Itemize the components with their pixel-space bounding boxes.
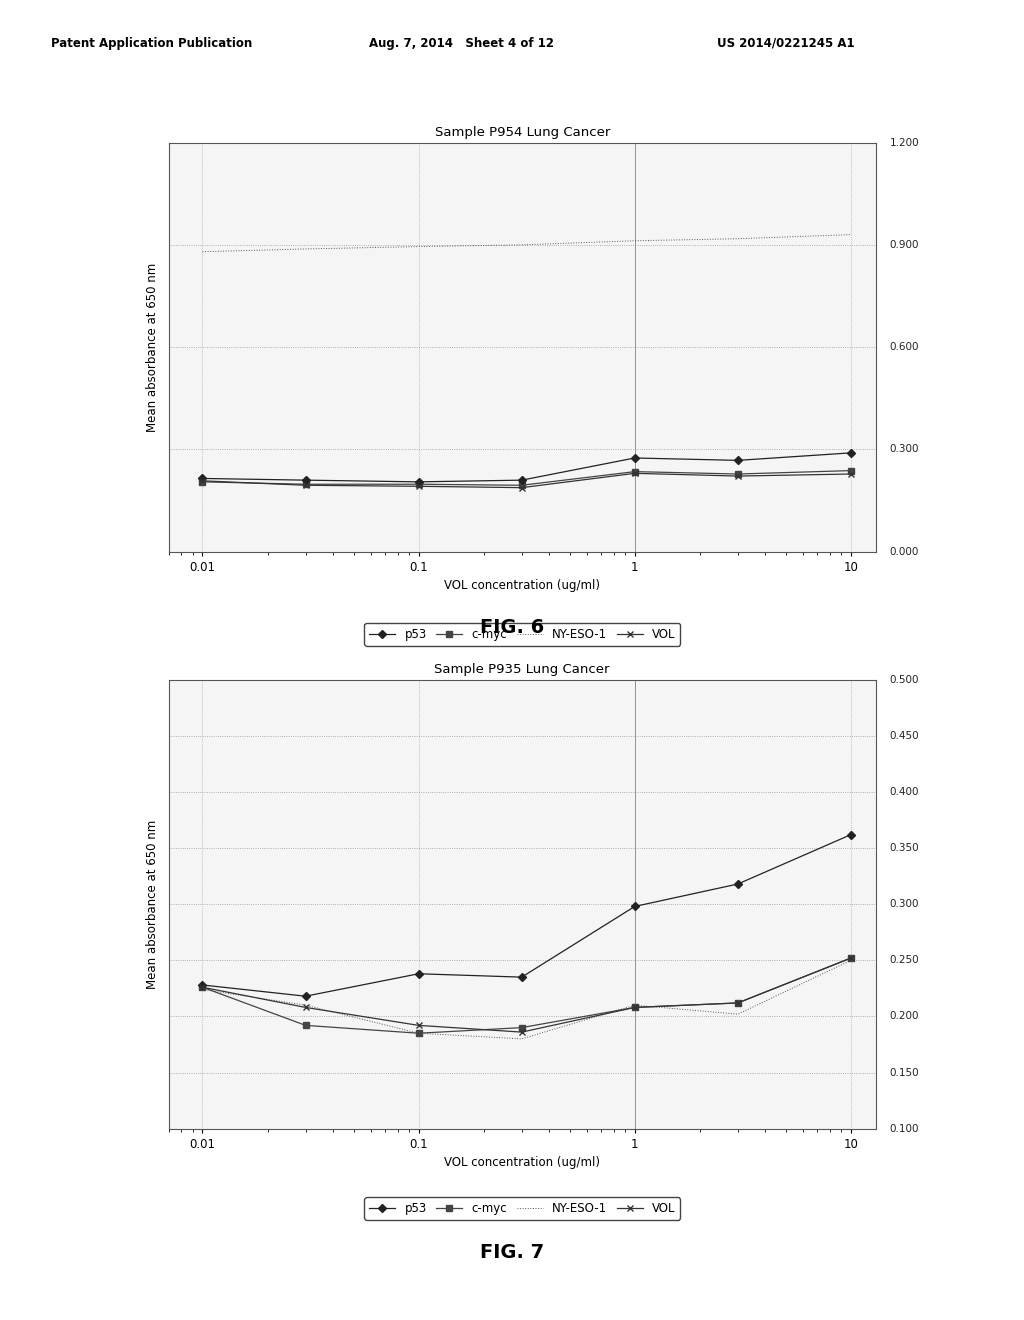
c-myc: [732, 995, 744, 1011]
c-myc: [515, 1019, 527, 1035]
NY-ESO-1: [845, 953, 857, 969]
VOL: [515, 1024, 527, 1040]
c-myc: [845, 463, 857, 479]
p53: [299, 473, 311, 488]
p53: [413, 966, 425, 982]
Text: Patent Application Publication: Patent Application Publication: [51, 37, 253, 50]
NY-ESO-1: [413, 1026, 425, 1041]
Legend: p53, c-myc, NY-ESO-1, VOL: p53, c-myc, NY-ESO-1, VOL: [365, 1197, 680, 1220]
p53: [197, 470, 209, 486]
c-myc: [845, 950, 857, 966]
p53: [732, 876, 744, 892]
Text: 0.250: 0.250: [890, 956, 920, 965]
X-axis label: VOL concentration (ug/ml): VOL concentration (ug/ml): [444, 579, 600, 593]
Text: US 2014/0221245 A1: US 2014/0221245 A1: [717, 37, 854, 50]
NY-ESO-1: [732, 231, 744, 247]
p53: [299, 989, 311, 1005]
Text: 0.450: 0.450: [890, 731, 920, 741]
c-myc: [629, 999, 641, 1015]
NY-ESO-1: [197, 244, 209, 260]
NY-ESO-1: [515, 1031, 527, 1047]
Text: FIG. 6: FIG. 6: [480, 618, 544, 636]
Text: 0.300: 0.300: [890, 445, 920, 454]
NY-ESO-1: [197, 982, 209, 998]
Text: 0.100: 0.100: [890, 1123, 920, 1134]
NY-ESO-1: [299, 242, 311, 257]
VOL: [732, 469, 744, 484]
p53: [515, 969, 527, 985]
VOL: [413, 1018, 425, 1034]
Title: Sample P935 Lung Cancer: Sample P935 Lung Cancer: [434, 663, 610, 676]
Text: FIG. 7: FIG. 7: [480, 1243, 544, 1262]
NY-ESO-1: [413, 239, 425, 255]
c-myc: [629, 463, 641, 479]
Y-axis label: Mean absorbance at 650 nm: Mean absorbance at 650 nm: [145, 263, 159, 432]
Text: 0.300: 0.300: [890, 899, 920, 909]
NY-ESO-1: [299, 998, 311, 1014]
Text: 0.200: 0.200: [890, 1011, 920, 1022]
VOL: [197, 473, 209, 488]
VOL: [845, 466, 857, 482]
VOL: [845, 950, 857, 966]
p53: [197, 977, 209, 993]
Title: Sample P954 Lung Cancer: Sample P954 Lung Cancer: [434, 125, 610, 139]
p53: [732, 453, 744, 469]
Line: VOL: VOL: [200, 956, 854, 1035]
Text: Aug. 7, 2014   Sheet 4 of 12: Aug. 7, 2014 Sheet 4 of 12: [369, 37, 554, 50]
Text: 0.350: 0.350: [890, 843, 920, 853]
Legend: p53, c-myc, NY-ESO-1, VOL: p53, c-myc, NY-ESO-1, VOL: [365, 623, 680, 645]
c-myc: [515, 478, 527, 494]
Line: p53: p53: [200, 832, 854, 999]
VOL: [515, 479, 527, 495]
c-myc: [413, 477, 425, 492]
Text: 0.500: 0.500: [890, 675, 920, 685]
Text: 1.200: 1.200: [890, 137, 920, 148]
c-myc: [413, 1026, 425, 1041]
Y-axis label: Mean absorbance at 650 nm: Mean absorbance at 650 nm: [145, 820, 159, 989]
Line: NY-ESO-1: NY-ESO-1: [203, 235, 851, 252]
Text: 0.150: 0.150: [890, 1068, 920, 1077]
Line: p53: p53: [200, 450, 854, 484]
Text: 0.900: 0.900: [890, 240, 920, 249]
c-myc: [299, 1018, 311, 1034]
VOL: [732, 995, 744, 1011]
p53: [413, 474, 425, 490]
Text: 0.400: 0.400: [890, 787, 920, 797]
c-myc: [732, 466, 744, 482]
p53: [515, 473, 527, 488]
Line: c-myc: c-myc: [200, 467, 854, 488]
p53: [629, 450, 641, 466]
VOL: [197, 979, 209, 995]
c-myc: [197, 474, 209, 490]
p53: [629, 899, 641, 915]
Line: NY-ESO-1: NY-ESO-1: [203, 961, 851, 1039]
VOL: [629, 999, 641, 1015]
NY-ESO-1: [515, 238, 527, 253]
Line: VOL: VOL: [200, 470, 854, 491]
Line: c-myc: c-myc: [200, 956, 854, 1036]
NY-ESO-1: [629, 998, 641, 1014]
NY-ESO-1: [845, 227, 857, 243]
NY-ESO-1: [629, 232, 641, 248]
Text: 0.000: 0.000: [890, 546, 919, 557]
p53: [845, 826, 857, 842]
X-axis label: VOL concentration (ug/ml): VOL concentration (ug/ml): [444, 1156, 600, 1170]
Text: 0.600: 0.600: [890, 342, 920, 352]
VOL: [299, 478, 311, 494]
c-myc: [197, 979, 209, 995]
VOL: [299, 999, 311, 1015]
VOL: [413, 478, 425, 494]
p53: [845, 445, 857, 461]
NY-ESO-1: [732, 1006, 744, 1022]
c-myc: [299, 477, 311, 492]
VOL: [629, 466, 641, 482]
